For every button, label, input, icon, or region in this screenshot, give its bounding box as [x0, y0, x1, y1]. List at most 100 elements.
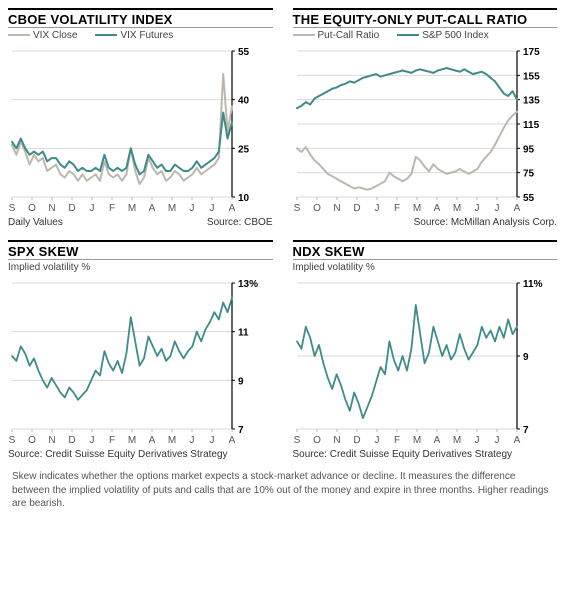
- svg-text:7: 7: [238, 425, 244, 436]
- chart-svg: 791113%SONDJFMAMJJA: [8, 277, 264, 447]
- svg-text:25: 25: [238, 144, 250, 155]
- svg-text:D: D: [68, 203, 75, 214]
- svg-text:M: M: [128, 203, 136, 214]
- svg-text:J: J: [90, 203, 95, 214]
- svg-text:D: D: [353, 203, 360, 214]
- panel-legend: Put-Call Ratio S&P 500 Index: [293, 27, 558, 45]
- svg-text:F: F: [393, 435, 399, 446]
- svg-text:N: N: [48, 203, 55, 214]
- svg-text:J: J: [374, 203, 379, 214]
- svg-text:175: 175: [523, 47, 540, 58]
- legend-item: Put-Call Ratio: [293, 30, 380, 41]
- chart-area: 10 25 40 55 S O N D J F M A M J J A: [8, 45, 264, 215]
- svg-text:F: F: [393, 203, 399, 214]
- panel-title: CBOE VOLATILITY INDEX: [8, 8, 273, 27]
- footnote: Skew indicates whether the options marke…: [8, 470, 557, 511]
- svg-text:J: J: [374, 435, 379, 446]
- svg-text:D: D: [353, 435, 360, 446]
- chart-area: 7 9 11% S O N D J F M A M J J A: [293, 277, 549, 447]
- panel-footer: Source: Credit Suisse Equity Derivatives…: [8, 449, 273, 460]
- svg-text:75: 75: [523, 169, 535, 180]
- svg-text:J: J: [494, 435, 499, 446]
- svg-text:J: J: [210, 435, 215, 446]
- footer-right: Source: McMillan Analysis Corp.: [414, 217, 557, 228]
- svg-text:M: M: [452, 435, 460, 446]
- svg-text:13%: 13%: [238, 279, 258, 290]
- svg-text:A: A: [433, 203, 440, 214]
- svg-text:J: J: [90, 435, 95, 446]
- legend-item: VIX Futures: [95, 30, 173, 41]
- svg-text:A: A: [513, 203, 520, 214]
- panel-subtitle: Implied volatility %: [8, 259, 273, 277]
- legend-swatch: [95, 34, 117, 36]
- svg-text:M: M: [452, 203, 460, 214]
- svg-text:10: 10: [238, 193, 250, 204]
- svg-text:11: 11: [238, 328, 249, 339]
- panel-footer: Source: McMillan Analysis Corp.: [293, 217, 558, 228]
- panel-footer: Source: Credit Suisse Equity Derivatives…: [293, 449, 558, 460]
- svg-text:F: F: [109, 435, 115, 446]
- svg-text:O: O: [28, 203, 36, 214]
- svg-text:N: N: [333, 435, 340, 446]
- svg-text:M: M: [168, 203, 176, 214]
- panel-legend: VIX Close VIX Futures: [8, 27, 273, 45]
- svg-text:S: S: [9, 435, 16, 446]
- svg-text:J: J: [474, 203, 479, 214]
- svg-text:M: M: [412, 203, 420, 214]
- svg-text:A: A: [433, 435, 440, 446]
- footer-left: Source: Credit Suisse Equity Derivatives…: [293, 449, 513, 460]
- svg-text:7: 7: [523, 425, 529, 436]
- svg-text:11%: 11%: [523, 279, 543, 290]
- svg-text:S: S: [9, 203, 16, 214]
- chart-svg: 7 9 11% S O N D J F M A M J J A: [293, 277, 549, 447]
- panel-spx: SPX SKEW Implied volatility % 7 9 11 13% S O N…: [8, 240, 273, 460]
- svg-text:O: O: [313, 435, 321, 446]
- svg-text:N: N: [48, 435, 55, 446]
- chart-area: 791113%SONDJFMAMJJA: [8, 277, 264, 447]
- panel-footer: Daily Values Source: CBOE: [8, 217, 273, 228]
- svg-text:95: 95: [523, 144, 535, 155]
- svg-text:O: O: [28, 435, 36, 446]
- svg-text:55: 55: [523, 193, 535, 204]
- chart-svg: 557595115135155175SONDJFMAMJJA: [293, 45, 549, 215]
- legend-swatch: [397, 34, 419, 36]
- footer-left: Daily Values: [8, 217, 63, 228]
- svg-text:J: J: [190, 203, 195, 214]
- subtitle-text: Implied volatility %: [293, 262, 375, 273]
- svg-text:F: F: [109, 203, 115, 214]
- chart-area: 557595115135155175SONDJFMAMJJA: [293, 45, 549, 215]
- svg-text:9: 9: [523, 352, 529, 363]
- svg-text:A: A: [513, 435, 520, 446]
- svg-text:D: D: [68, 435, 75, 446]
- svg-text:O: O: [313, 203, 321, 214]
- subtitle-text: Implied volatility %: [8, 262, 90, 273]
- svg-text:J: J: [210, 203, 215, 214]
- svg-text:40: 40: [238, 96, 250, 107]
- panel-putcall: THE EQUITY-ONLY PUT-CALL RATIO Put-Call …: [293, 8, 558, 228]
- legend-swatch: [293, 34, 315, 36]
- svg-text:A: A: [149, 435, 156, 446]
- svg-text:N: N: [333, 203, 340, 214]
- chart-svg: 10 25 40 55 S O N D J F M A M J J A: [8, 45, 264, 215]
- svg-text:J: J: [190, 435, 195, 446]
- svg-text:9: 9: [238, 376, 244, 387]
- svg-text:J: J: [474, 435, 479, 446]
- svg-text:155: 155: [523, 71, 540, 82]
- svg-text:M: M: [412, 435, 420, 446]
- svg-text:M: M: [168, 435, 176, 446]
- panel-title: THE EQUITY-ONLY PUT-CALL RATIO: [293, 8, 558, 27]
- svg-text:M: M: [128, 435, 136, 446]
- chart-grid: CBOE VOLATILITY INDEX VIX Close VIX Futu…: [8, 8, 557, 460]
- svg-text:A: A: [229, 203, 236, 214]
- svg-text:S: S: [293, 203, 300, 214]
- svg-text:S: S: [293, 435, 300, 446]
- panel-title: SPX SKEW: [8, 240, 273, 259]
- footer-left: Source: Credit Suisse Equity Derivatives…: [8, 449, 228, 460]
- svg-text:A: A: [149, 203, 156, 214]
- svg-text:55: 55: [238, 47, 250, 58]
- panel-title: NDX SKEW: [293, 240, 558, 259]
- svg-text:J: J: [494, 203, 499, 214]
- legend-swatch: [8, 34, 30, 36]
- svg-text:135: 135: [523, 96, 540, 107]
- legend-item: S&P 500 Index: [397, 30, 489, 41]
